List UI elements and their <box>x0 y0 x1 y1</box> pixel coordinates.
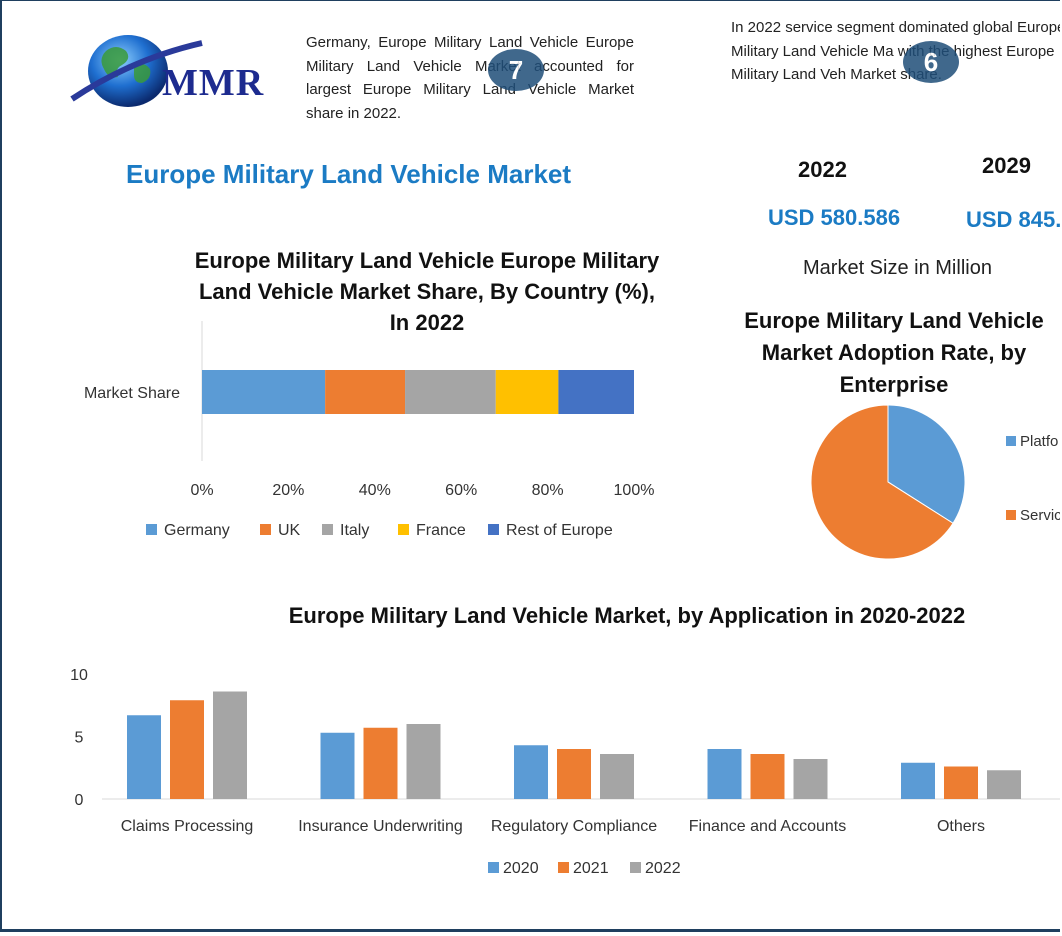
x-category-label: Finance and Accounts <box>689 818 846 835</box>
legend-swatch <box>558 862 569 873</box>
legend-swatch <box>398 524 409 535</box>
x-tick-label: 80% <box>532 482 564 499</box>
number-badge-icon: 7 <box>488 49 544 91</box>
enterprise-pie-chart: Platfo Servic <box>810 404 1060 560</box>
market-size-caption: Market Size in Million <box>803 257 992 279</box>
x-category-label: Regulatory Compliance <box>491 818 657 835</box>
y-tick-label: 5 <box>75 730 84 747</box>
legend-label: Italy <box>340 522 369 539</box>
logo-text: MMR <box>162 62 265 104</box>
x-category-label: Claims Processing <box>121 818 253 835</box>
number-badge-icon: 6 <box>903 41 959 83</box>
y-tick-label: 10 <box>70 667 88 684</box>
legend-swatch <box>630 862 641 873</box>
enterprise-chart-title: Europe Military Land Vehicle Market Adop… <box>724 305 1060 401</box>
bar-segment-uk <box>325 370 406 414</box>
value-end: USD 845. <box>966 207 1060 232</box>
bar-2021 <box>557 749 591 799</box>
x-tick-label: 0% <box>190 482 213 499</box>
pie-slice-1 <box>810 404 954 560</box>
enterprise-chart-title-line: Market Adoption Rate, by <box>761 340 1027 365</box>
application-chart-title: Europe Military Land Vehicle Market, by … <box>288 603 966 628</box>
page-title: Europe Military Land Vehicle Market <box>126 159 572 189</box>
bar-2021 <box>750 754 785 799</box>
application-bar-chart: 0 5 10 Claims Processing Insurance Underwrit… <box>70 667 1060 877</box>
legend-swatch <box>1006 436 1016 446</box>
legend-swatch <box>488 524 499 535</box>
note-right: In 2022 service segment dominated global… <box>731 19 1060 83</box>
y-tick-label: 0 <box>75 792 84 809</box>
legend-swatch <box>260 524 271 535</box>
bar-segment-france <box>495 370 559 414</box>
enterprise-chart-title-line: Enterprise <box>839 372 949 397</box>
country-chart-title-line: Europe Military Land Vehicle Europe Mili… <box>194 248 660 273</box>
legend-swatch <box>322 524 333 535</box>
value-start: USD 580.586 <box>768 205 901 230</box>
x-tick-label: 100% <box>614 482 655 499</box>
globe-icon <box>70 35 203 107</box>
legend-label: Platfo <box>1020 433 1058 450</box>
bar-2020 <box>514 745 548 799</box>
year-start: 2022 <box>798 157 847 182</box>
bar-2022 <box>213 691 247 799</box>
legend-label: France <box>416 522 466 539</box>
bar-segment-italy <box>405 370 496 414</box>
year-end: 2029 <box>982 153 1031 178</box>
legend-swatch <box>1006 510 1016 520</box>
x-tick-label: 40% <box>359 482 391 499</box>
bar-2020 <box>707 749 742 799</box>
enterprise-chart-title-line: Europe Military Land Vehicle <box>744 308 1044 333</box>
bar-2021 <box>363 727 398 799</box>
bar-segment-germany <box>202 370 326 414</box>
legend-label: 2021 <box>573 860 609 877</box>
category-label: Market Share <box>84 385 180 402</box>
bar-2020 <box>901 762 935 799</box>
bar-2022 <box>600 754 634 799</box>
legend-label: Rest of Europe <box>506 522 613 539</box>
brand-logo: MMR <box>68 21 278 111</box>
bar-2020 <box>127 715 161 799</box>
legend-label: 2022 <box>645 860 681 877</box>
x-tick-label: 20% <box>272 482 304 499</box>
bar-segment-rest-of-europe <box>558 370 634 414</box>
bar-2021 <box>944 766 978 799</box>
x-category-label: Others <box>937 818 985 835</box>
legend-label: Servic <box>1020 507 1060 524</box>
legend-swatch <box>146 524 157 535</box>
bar-2022 <box>406 724 441 799</box>
legend-label: 2020 <box>503 860 539 877</box>
x-tick-label: 60% <box>445 482 477 499</box>
note-left: Germany, Europe Military Land Vehicle Eu… <box>306 34 634 122</box>
legend-swatch <box>488 862 499 873</box>
bar-2022 <box>987 770 1021 799</box>
country-share-chart: Market Share 0% 20% 40% 60% 80% 100% Germany UK I… <box>84 321 655 539</box>
bar-2022 <box>793 759 828 799</box>
bar-2020 <box>320 732 355 799</box>
bar-2021 <box>170 700 204 799</box>
legend-label: Germany <box>164 522 230 539</box>
country-chart-title: Europe Military Land Vehicle Europe Mili… <box>162 245 692 338</box>
country-chart-title-line: In 2022 <box>389 310 465 335</box>
country-chart-title-line: Land Vehicle Market Share, By Country (%… <box>198 279 655 304</box>
legend-label: UK <box>278 522 301 539</box>
x-category-label: Insurance Underwriting <box>298 818 463 835</box>
